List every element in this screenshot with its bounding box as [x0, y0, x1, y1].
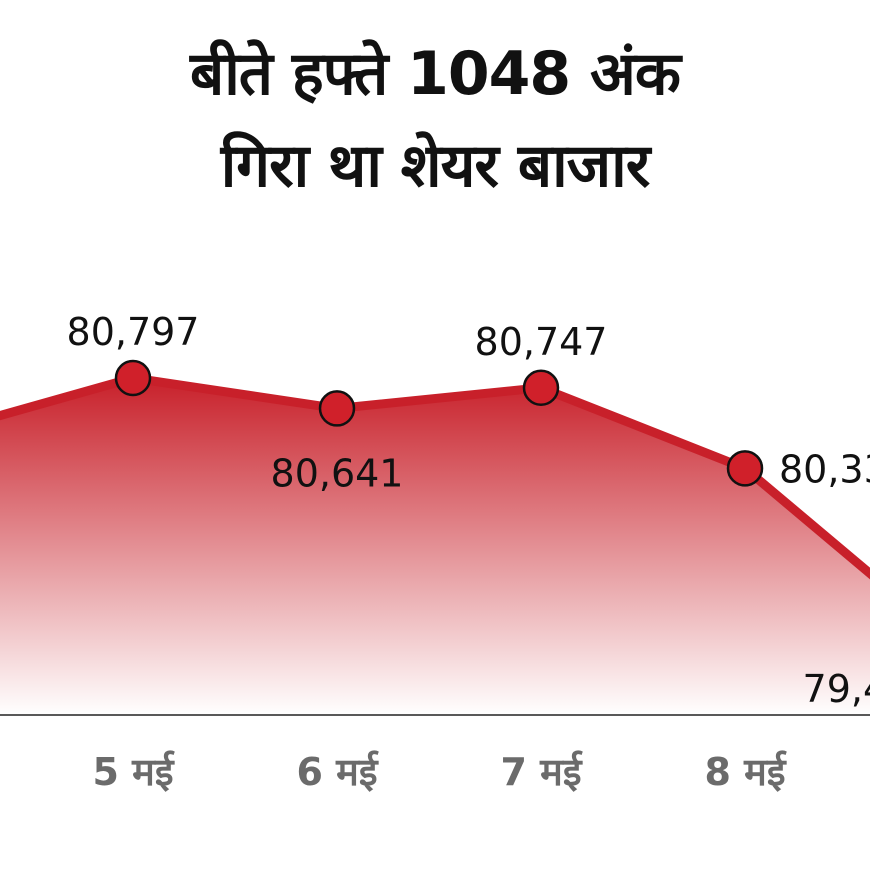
x-tick-label: 8 मई	[704, 750, 787, 794]
data-label: 80,334	[779, 447, 870, 491]
data-point-marker	[318, 390, 356, 427]
area-fill	[0, 378, 870, 715]
x-tick-label: 6 मई	[296, 750, 379, 794]
x-tick-label: 5 मई	[92, 750, 175, 794]
data-point-marker	[726, 450, 764, 487]
data-label: 79,454	[803, 667, 870, 711]
series-line	[0, 373, 870, 580]
data-point-marker	[522, 369, 560, 407]
chart-title-line-1: बीते हफ्ते 1048 अंक	[190, 39, 681, 109]
data-label: 80,747	[475, 320, 608, 364]
data-label: 80,641	[271, 451, 404, 495]
data-label: 80,797	[67, 310, 200, 354]
data-point-marker	[114, 359, 152, 397]
chart-title-line-2: गिरा था शेयर बाजार	[220, 131, 651, 201]
x-tick-label: 7 मई	[500, 750, 583, 794]
chart-title: बीते हफ्ते 1048 अंक गिरा था शेयर बाजार	[0, 28, 870, 212]
